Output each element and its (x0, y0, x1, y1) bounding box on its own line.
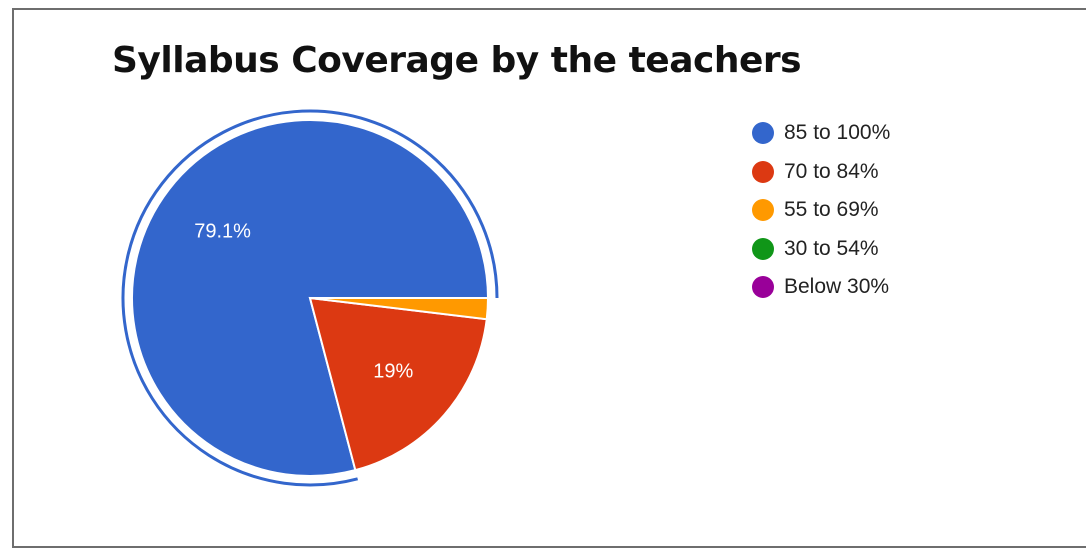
legend-label: 55 to 69% (784, 198, 879, 222)
legend-label: 30 to 54% (784, 236, 879, 260)
pie-chart: 79.1% 19% (121, 109, 499, 487)
slice-data-label: 79.1% (194, 221, 251, 243)
pie-slice-85-to-100 (131, 119, 490, 477)
pie-highlight-ring (121, 109, 499, 487)
legend-item: 30 to 54% (752, 230, 890, 269)
legend-item: 70 to 84% (752, 153, 890, 192)
pie-slice-70-to-84 (308, 296, 488, 472)
pie-slice-55-to-69 (309, 297, 490, 321)
legend-label: 85 to 100% (784, 121, 891, 145)
legend-label: Below 30% (784, 275, 890, 299)
legend-label: 70 to 84% (784, 159, 879, 183)
slice-data-label: 19% (373, 360, 413, 382)
chart-title: Syllabus Coverage by the teachers (112, 40, 802, 81)
legend-swatch (752, 122, 774, 145)
legend-swatch (752, 276, 774, 299)
legend-item: 55 to 69% (752, 191, 890, 230)
legend-item: 85 to 100% (752, 114, 890, 153)
legend-swatch (752, 237, 774, 260)
legend-swatch (752, 160, 774, 183)
chart-legend: 85 to 100% 70 to 84% 55 to 69% 30 to 54% Bel… (752, 114, 890, 307)
legend-swatch (752, 199, 774, 222)
legend-item: Below 30% (752, 268, 890, 307)
